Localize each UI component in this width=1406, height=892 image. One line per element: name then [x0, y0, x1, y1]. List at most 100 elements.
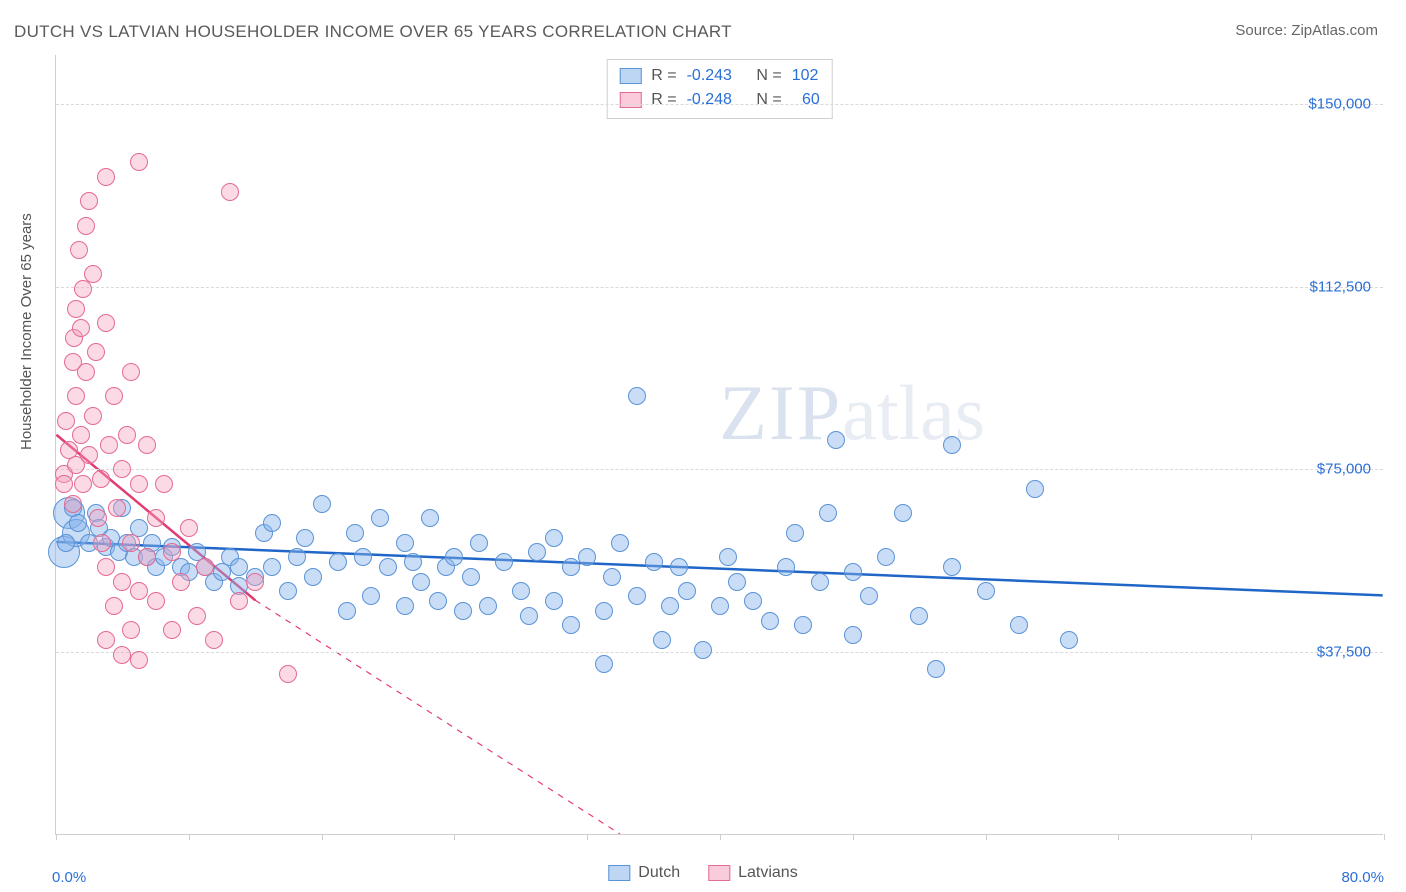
- point-dutch: [786, 524, 804, 542]
- point-dutch: [545, 529, 563, 547]
- point-dutch: [396, 597, 414, 615]
- point-latvian: [84, 265, 102, 283]
- point-latvian: [113, 460, 131, 478]
- point-dutch: [545, 592, 563, 610]
- point-dutch: [362, 587, 380, 605]
- series-legend: Dutch Latvians: [608, 864, 797, 882]
- point-dutch: [678, 582, 696, 600]
- point-latvian: [87, 343, 105, 361]
- point-dutch: [694, 641, 712, 659]
- point-latvian: [188, 607, 206, 625]
- gridline: [56, 652, 1383, 653]
- correlation-legend: R = -0.243 N = 102 R = -0.248 N = 60: [606, 59, 833, 119]
- point-latvian: [77, 363, 95, 381]
- x-axis-min-label: 0.0%: [52, 869, 86, 886]
- point-latvian: [130, 475, 148, 493]
- point-dutch: [371, 509, 389, 527]
- point-latvian: [279, 665, 297, 683]
- point-dutch: [1060, 631, 1078, 649]
- point-latvian: [70, 241, 88, 259]
- point-dutch: [844, 626, 862, 644]
- x-tick-mark: [189, 834, 190, 840]
- point-latvian: [138, 548, 156, 566]
- point-dutch: [794, 616, 812, 634]
- point-dutch: [404, 553, 422, 571]
- point-dutch: [354, 548, 372, 566]
- point-dutch: [653, 631, 671, 649]
- point-dutch: [379, 558, 397, 576]
- point-dutch: [462, 568, 480, 586]
- x-tick-mark: [587, 834, 588, 840]
- point-dutch: [670, 558, 688, 576]
- point-latvian: [122, 621, 140, 639]
- point-latvian: [67, 387, 85, 405]
- gridline: [56, 469, 1383, 470]
- point-latvian: [97, 631, 115, 649]
- point-latvian: [57, 412, 75, 430]
- point-dutch: [512, 582, 530, 600]
- point-latvian: [93, 534, 111, 552]
- point-dutch: [346, 524, 364, 542]
- point-dutch: [927, 660, 945, 678]
- x-tick-mark: [56, 834, 57, 840]
- point-dutch: [263, 558, 281, 576]
- y-axis-label: Householder Income Over 65 years: [18, 213, 35, 450]
- legend-item-dutch: Dutch: [608, 864, 680, 882]
- source-name: ZipAtlas.com: [1291, 22, 1378, 39]
- watermark-rest: atlas: [842, 369, 985, 456]
- x-tick-mark: [322, 834, 323, 840]
- point-latvian: [172, 573, 190, 591]
- watermark-zip: ZIP: [719, 369, 842, 456]
- n-label: N =: [756, 88, 781, 112]
- point-latvian: [97, 558, 115, 576]
- point-latvian: [55, 475, 73, 493]
- point-latvian: [77, 217, 95, 235]
- point-dutch: [595, 655, 613, 673]
- point-latvian: [97, 168, 115, 186]
- point-latvian: [196, 558, 214, 576]
- point-latvian: [155, 475, 173, 493]
- point-latvian: [138, 436, 156, 454]
- point-dutch: [777, 558, 795, 576]
- point-dutch: [421, 509, 439, 527]
- legend-label-latvians: Latvians: [738, 864, 798, 882]
- point-latvian: [80, 192, 98, 210]
- point-dutch: [479, 597, 497, 615]
- point-dutch: [977, 582, 995, 600]
- point-dutch: [611, 534, 629, 552]
- point-dutch: [520, 607, 538, 625]
- point-dutch: [470, 534, 488, 552]
- point-latvian: [113, 646, 131, 664]
- point-latvian: [64, 495, 82, 513]
- r-label: R =: [651, 64, 676, 88]
- point-latvian: [72, 426, 90, 444]
- swatch-blue-icon: [619, 68, 641, 84]
- point-dutch: [719, 548, 737, 566]
- point-dutch: [454, 602, 472, 620]
- point-latvian: [147, 509, 165, 527]
- y-tick-label: $75,000: [1317, 461, 1371, 478]
- point-dutch: [279, 582, 297, 600]
- trend-lines-svg: [56, 55, 1383, 834]
- chart-title: DUTCH VS LATVIAN HOUSEHOLDER INCOME OVER…: [14, 22, 732, 42]
- chart-plot-area: ZIPatlas R = -0.243 N = 102 R = -0.248 N…: [55, 55, 1383, 835]
- swatch-pink-icon: [619, 92, 641, 108]
- legend-label-dutch: Dutch: [638, 864, 680, 882]
- point-latvian: [163, 543, 181, 561]
- point-latvian: [105, 597, 123, 615]
- x-tick-mark: [1384, 834, 1385, 840]
- point-dutch: [943, 436, 961, 454]
- point-dutch: [628, 387, 646, 405]
- point-dutch: [429, 592, 447, 610]
- point-dutch: [910, 607, 928, 625]
- point-latvian: [72, 319, 90, 337]
- source-label: Source:: [1235, 22, 1287, 39]
- point-dutch: [811, 573, 829, 591]
- r-label: R =: [651, 88, 676, 112]
- point-dutch: [645, 553, 663, 571]
- point-dutch: [495, 553, 513, 571]
- x-tick-mark: [1118, 834, 1119, 840]
- n-value-dutch: 102: [792, 64, 819, 88]
- point-dutch: [761, 612, 779, 630]
- point-dutch: [412, 573, 430, 591]
